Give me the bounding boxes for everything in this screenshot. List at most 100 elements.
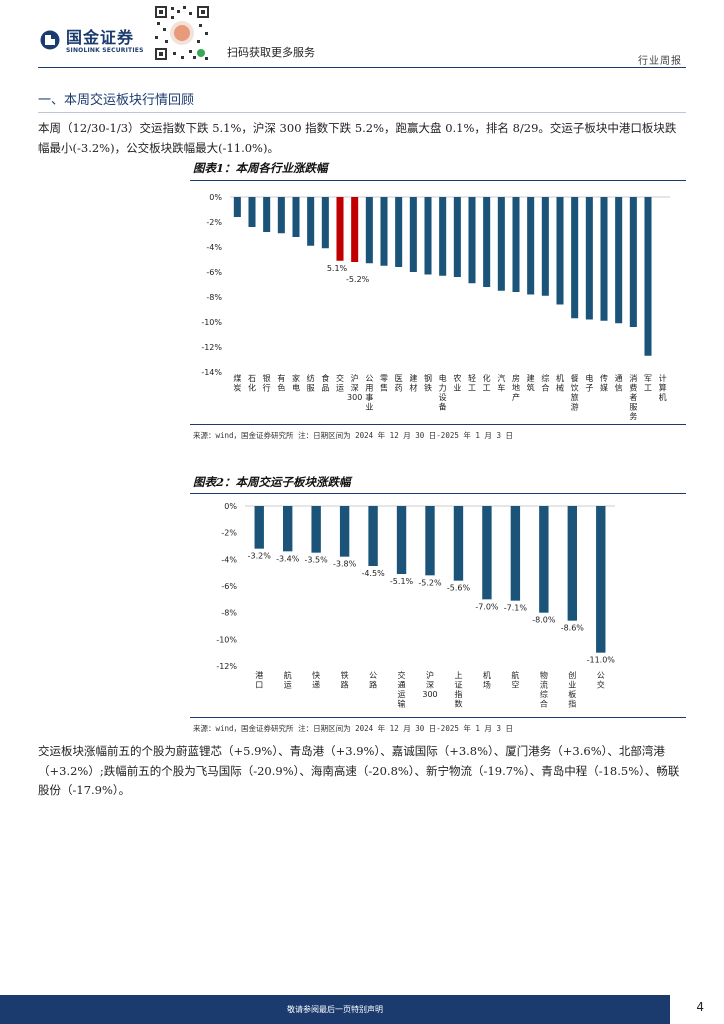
svg-text:筑: 筑: [527, 383, 535, 393]
category-label-银行: 银行: [263, 373, 271, 393]
svg-text:石: 石: [248, 374, 256, 383]
category-label-房地产: 房地产: [512, 373, 520, 402]
svg-text:电: 电: [292, 383, 300, 393]
bar-零售: [380, 197, 388, 266]
svg-text:化: 化: [248, 383, 256, 393]
svg-text:路: 路: [369, 680, 377, 690]
footer-disclaimer[interactable]: 敬请参阅最后一页特别声明: [287, 1005, 383, 1014]
svg-text:农: 农: [453, 373, 461, 383]
svg-text:服: 服: [307, 384, 315, 393]
svg-text:传: 传: [600, 373, 608, 383]
category-label-医药: 医药: [395, 374, 403, 393]
svg-text:指: 指: [454, 689, 462, 699]
sinolink-logo-icon: [40, 30, 60, 50]
svg-text:炭: 炭: [233, 384, 241, 393]
category-label-建材: 建材: [409, 373, 417, 393]
svg-text:用: 用: [365, 384, 373, 393]
category-label-食品: 食品: [321, 373, 329, 393]
svg-text:交: 交: [597, 680, 605, 690]
svg-text:合: 合: [541, 383, 549, 393]
figure2-source: 来源：wind，国金证券研究所 注：日期区间为 2024 年 12 月 30 日…: [193, 724, 513, 733]
svg-text:游: 游: [571, 402, 579, 412]
svg-text:航: 航: [511, 670, 519, 680]
header-divider: [38, 67, 686, 68]
bar-纺服: [307, 197, 315, 246]
bar-银行: [263, 197, 271, 232]
category-label-汽车: 汽车: [497, 373, 505, 393]
bar-机械: [556, 197, 564, 305]
bar-电力设备: [439, 197, 447, 276]
category-label-机场: 机场: [483, 670, 491, 690]
y-tick-label: 0%: [209, 193, 222, 202]
bar-公交: [596, 506, 606, 653]
figure2-title: 图表2：本周交运子板块涨跌幅: [193, 475, 351, 489]
svg-text:上: 上: [454, 671, 462, 680]
y-tick-label: -8%: [221, 609, 237, 618]
svg-text:服: 服: [629, 403, 637, 412]
value-label: -5.6%: [447, 584, 471, 593]
figure1-source: 来源：wind，国金证券研究所 注：日期区间为 2024 年 12 月 30 日…: [193, 431, 513, 440]
value-label: -4.5%: [361, 569, 385, 578]
svg-text:事: 事: [365, 392, 373, 402]
svg-text:食: 食: [321, 373, 329, 383]
figure1-bottom-rule: [190, 424, 686, 425]
y-tick-label: -6%: [206, 268, 222, 277]
figure1-top-rule: [190, 180, 686, 181]
summary-paragraph: 本周（12/30-1/3）交运指数下跌 5.1%，沪深 300 指数下跌 5.2…: [38, 121, 677, 155]
svg-text:车: 车: [497, 383, 505, 393]
value-label: -3.4%: [276, 554, 300, 563]
value-label: -7.0%: [475, 602, 499, 611]
svg-text:输: 输: [398, 699, 406, 709]
value-label: -11.0%: [587, 656, 616, 665]
svg-text:钢: 钢: [424, 373, 432, 383]
y-tick-label: -14%: [201, 368, 222, 377]
footer-bar: [0, 995, 670, 1024]
svg-text:色: 色: [277, 383, 285, 393]
category-label-传媒: 传媒: [600, 373, 608, 393]
svg-text:快: 快: [312, 670, 320, 680]
bar-公路: [368, 506, 378, 566]
category-label-交运: 交运: [336, 373, 344, 393]
value-label: -3.2%: [248, 552, 272, 561]
svg-text:合: 合: [540, 699, 548, 709]
y-tick-label: -10%: [216, 635, 237, 644]
svg-text:300: 300: [347, 393, 362, 402]
svg-text:运: 运: [284, 681, 292, 690]
bar-机场: [482, 506, 492, 600]
svg-text:有: 有: [277, 373, 285, 383]
bar-房地产: [512, 197, 520, 292]
svg-text:流: 流: [540, 680, 548, 690]
y-tick-label: -2%: [206, 218, 222, 227]
category-label-农业: 农业: [453, 373, 461, 393]
bar-通信: [615, 197, 623, 324]
qr-code-icon[interactable]: [153, 4, 211, 62]
highlight-value-label: 5.1%: [327, 264, 348, 273]
svg-text:消: 消: [629, 373, 637, 383]
svg-text:军: 军: [644, 374, 652, 383]
y-tick-label: -6%: [221, 582, 237, 591]
transport-subsector-chart: 0% -2% -4% -6% -8% -10% -12% -3.2% 港口 -3.4% 航运 -3.5…: [216, 502, 616, 709]
category-label-公路: 公路: [369, 671, 377, 690]
svg-text:运: 运: [398, 690, 406, 699]
svg-text:化: 化: [483, 373, 491, 383]
value-label: -8.6%: [561, 624, 585, 633]
value-label: -5.1%: [390, 577, 414, 586]
svg-text:创: 创: [568, 670, 576, 680]
value-label: -3.8%: [333, 560, 357, 569]
bar-上证指数: [453, 506, 464, 581]
bar-港口: [254, 506, 264, 549]
bar-轻工: [468, 197, 476, 284]
report-type: 行业周报: [638, 56, 682, 67]
svg-text:信: 信: [615, 383, 623, 393]
svg-text:力: 力: [439, 383, 447, 393]
svg-text:数: 数: [454, 699, 462, 709]
category-label-公交: 公交: [597, 671, 605, 690]
svg-text:机: 机: [483, 670, 491, 680]
svg-text:业: 业: [453, 383, 461, 393]
svg-text:材: 材: [409, 383, 417, 393]
svg-text:300: 300: [422, 690, 437, 699]
